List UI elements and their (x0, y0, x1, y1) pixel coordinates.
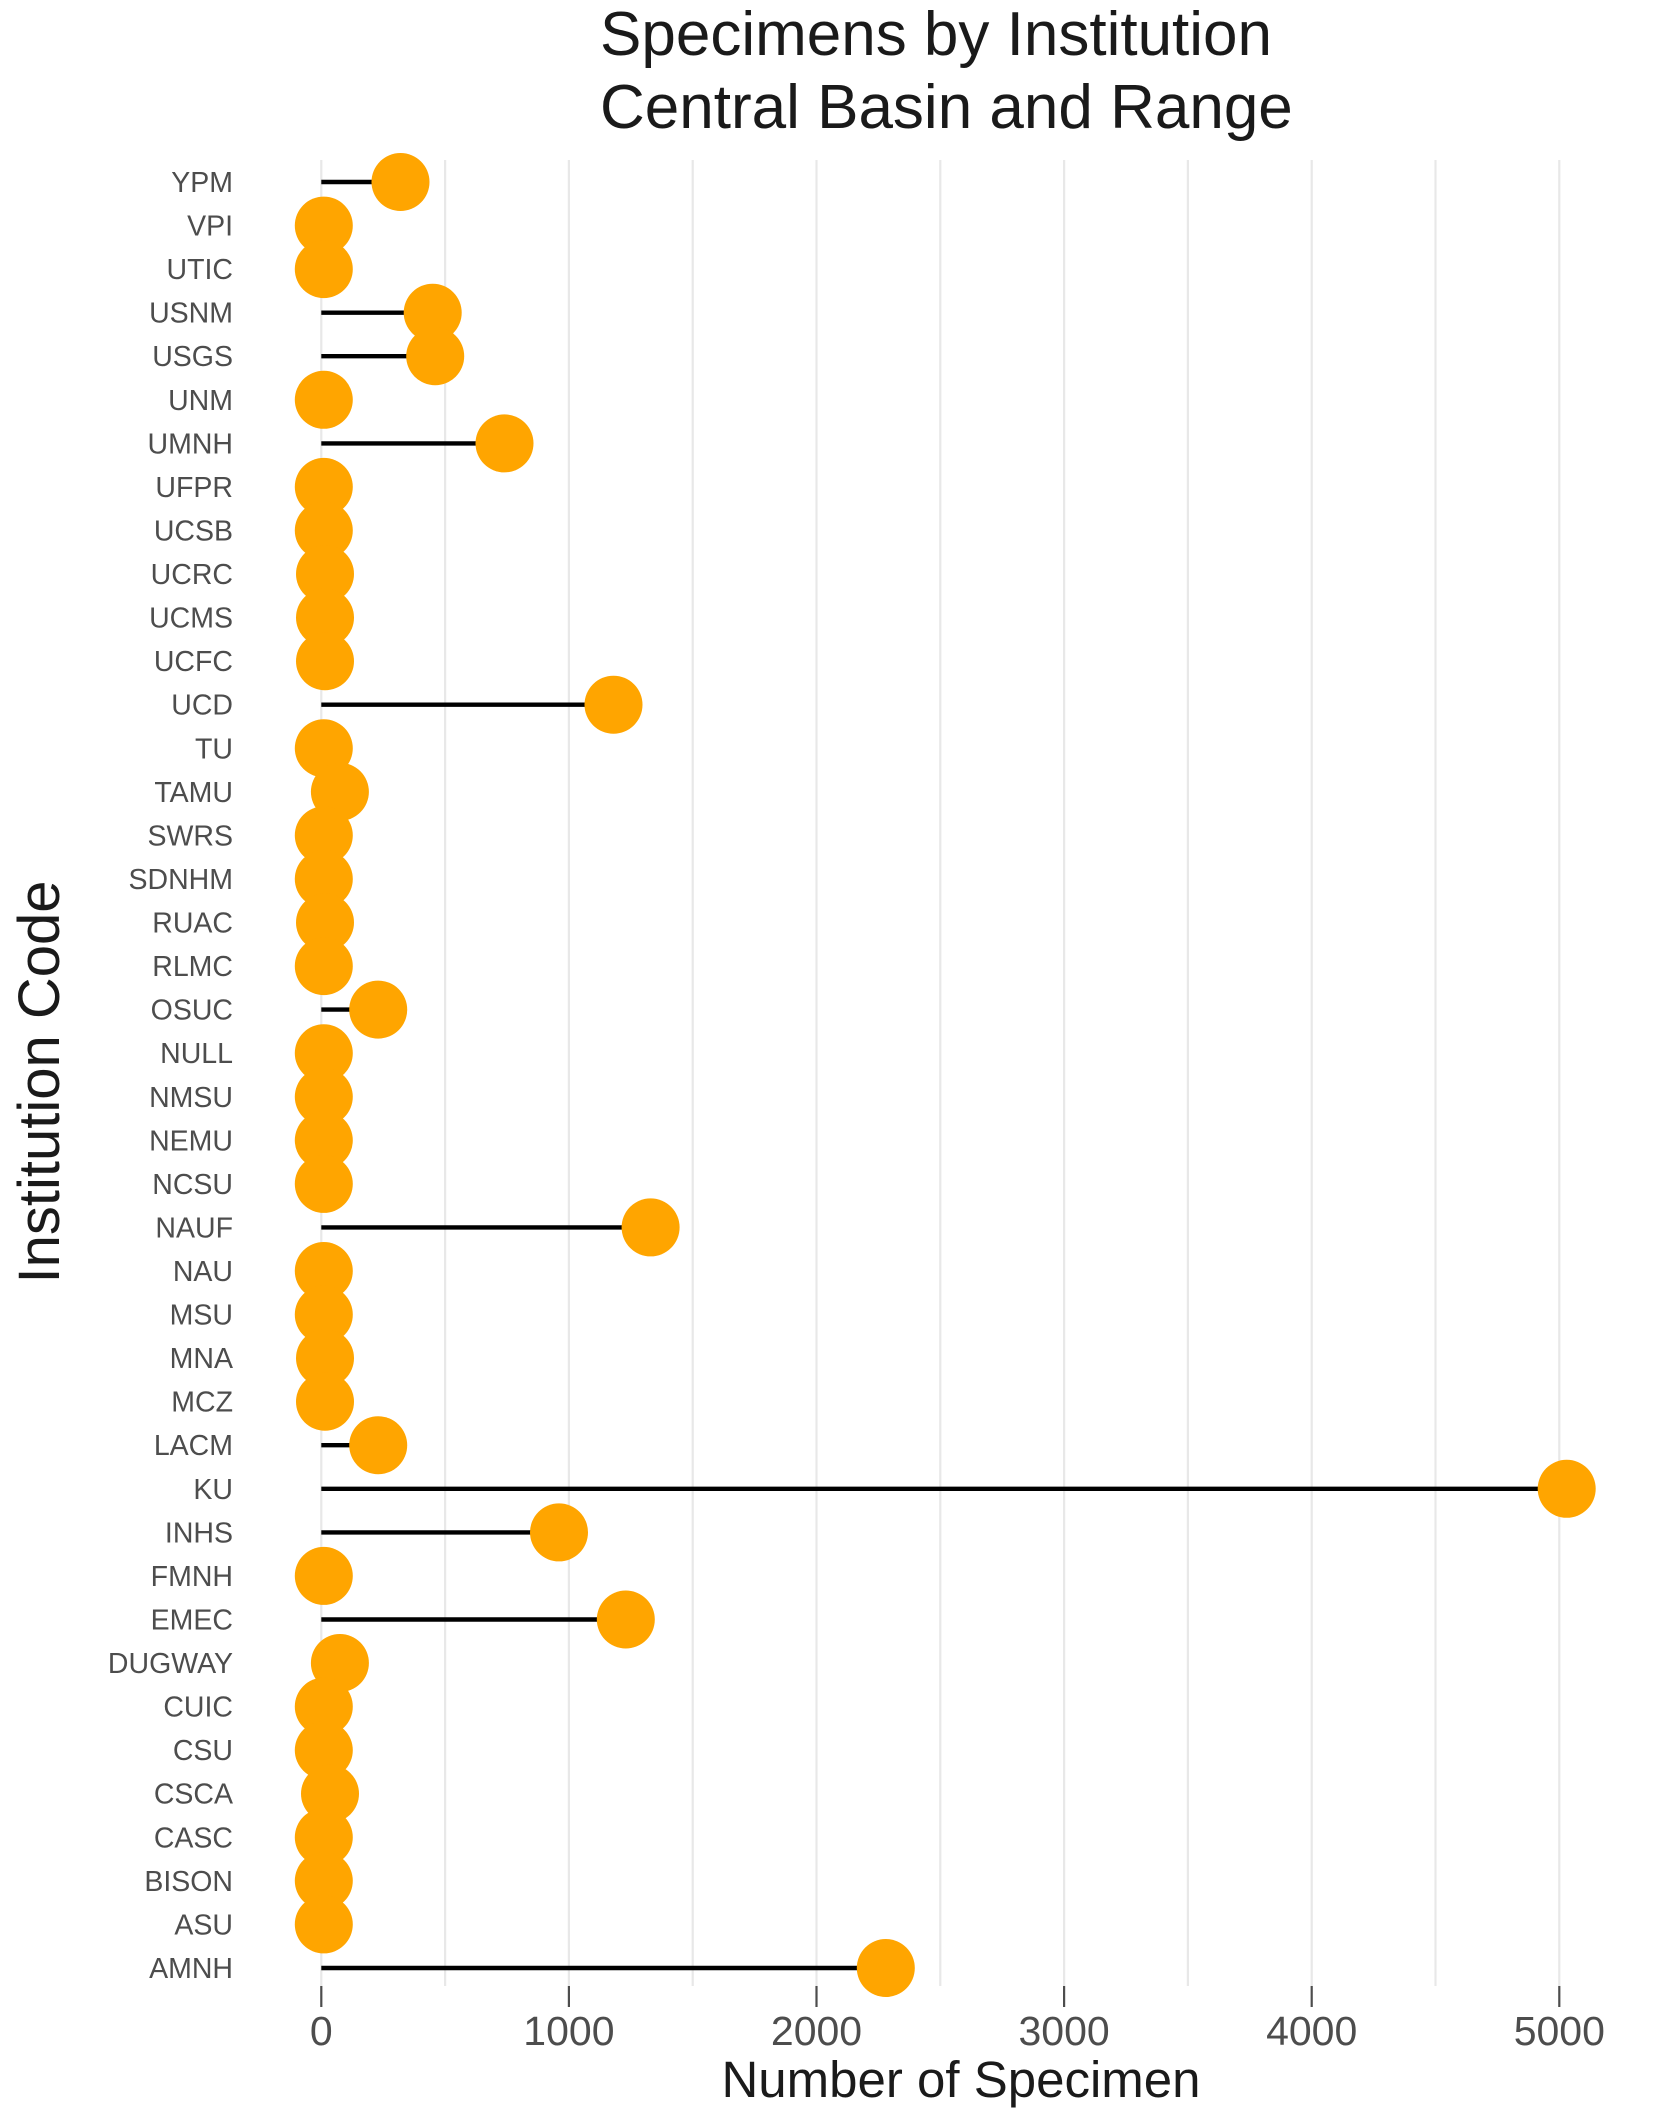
svg-text:ASU: ASU (174, 1909, 233, 1941)
svg-text:TAMU: TAMU (154, 777, 233, 809)
svg-text:UCSB: UCSB (154, 516, 233, 548)
svg-text:BISON: BISON (144, 1866, 233, 1898)
svg-text:2000: 2000 (771, 2008, 862, 2054)
svg-text:MNA: MNA (170, 1343, 233, 1375)
svg-text:NMSU: NMSU (149, 1082, 233, 1114)
svg-text:RLMC: RLMC (152, 951, 233, 983)
svg-text:OSUC: OSUC (151, 995, 233, 1027)
svg-text:DUGWAY: DUGWAY (108, 1648, 233, 1680)
svg-text:MSU: MSU (170, 1300, 233, 1332)
svg-text:EMEC: EMEC (151, 1605, 233, 1637)
svg-text:NULL: NULL (160, 1038, 233, 1070)
svg-text:UCD: UCD (171, 690, 233, 722)
svg-text:NAU: NAU (173, 1256, 233, 1288)
svg-text:4000: 4000 (1266, 2008, 1357, 2054)
svg-text:SWRS: SWRS (148, 820, 234, 852)
svg-text:AMNH: AMNH (149, 1953, 233, 1985)
svg-text:USNM: USNM (149, 298, 233, 330)
svg-text:CSU: CSU (173, 1735, 233, 1767)
svg-text:MCZ: MCZ (171, 1387, 233, 1419)
svg-text:USGS: USGS (152, 341, 233, 373)
svg-text:UFPR: UFPR (155, 472, 233, 504)
svg-text:TU: TU (195, 733, 233, 765)
svg-text:YPM: YPM (171, 167, 233, 199)
svg-text:RUAC: RUAC (152, 908, 233, 940)
svg-text:3000: 3000 (1018, 2008, 1109, 2054)
svg-text:CUIC: CUIC (163, 1692, 233, 1724)
svg-text:UTIC: UTIC (167, 254, 234, 286)
svg-text:KU: KU (193, 1474, 233, 1506)
svg-text:SDNHM: SDNHM (129, 864, 234, 896)
svg-text:INHS: INHS (165, 1517, 233, 1549)
svg-text:FMNH: FMNH (151, 1561, 233, 1593)
svg-text:NCSU: NCSU (152, 1169, 233, 1201)
svg-text:LACM: LACM (154, 1430, 233, 1462)
svg-text:VPI: VPI (187, 211, 233, 243)
svg-text:UCFC: UCFC (154, 646, 233, 678)
svg-text:1000: 1000 (523, 2008, 614, 2054)
svg-text:CSCA: CSCA (154, 1779, 233, 1811)
svg-text:UCRC: UCRC (151, 559, 233, 591)
svg-text:UMNH: UMNH (148, 428, 234, 460)
svg-text:5000: 5000 (1514, 2008, 1605, 2054)
svg-text:UCMS: UCMS (149, 603, 233, 635)
svg-text:0: 0 (310, 2008, 333, 2054)
svg-text:NAUF: NAUF (155, 1212, 233, 1244)
svg-text:CASC: CASC (154, 1822, 233, 1854)
svg-text:UNM: UNM (168, 385, 233, 417)
svg-text:NEMU: NEMU (149, 1125, 233, 1157)
